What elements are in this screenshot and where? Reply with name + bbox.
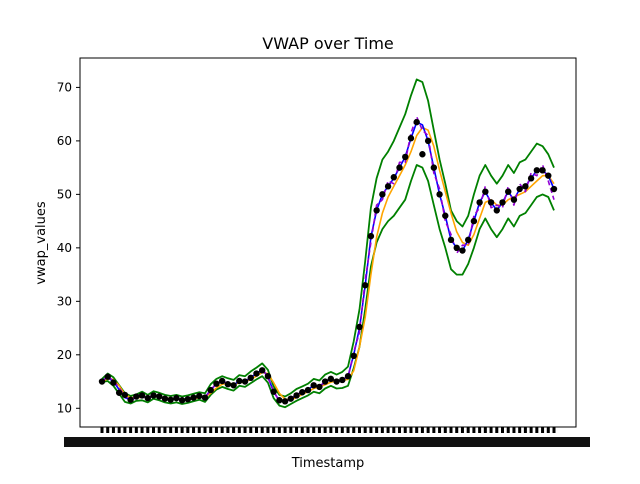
- data-point: [236, 377, 243, 385]
- data-point: [201, 394, 209, 401]
- data-point: [510, 196, 518, 203]
- data-point: [333, 378, 340, 385]
- data-point: [184, 395, 192, 403]
- data-point: [459, 247, 466, 254]
- data-point: [207, 386, 214, 394]
- data-point: [476, 199, 483, 206]
- data-point: [230, 382, 237, 389]
- data-point: [304, 386, 312, 394]
- data-point: [247, 374, 254, 381]
- data-point: [144, 394, 151, 402]
- data-point: [464, 236, 472, 244]
- x-tick-labels-overlap: [64, 437, 590, 447]
- data-point: [133, 393, 140, 400]
- y-tick-label: 50: [57, 187, 72, 201]
- data-point: [241, 378, 249, 385]
- data-point: [396, 164, 403, 171]
- y-axis-label: vwap_values: [34, 201, 49, 285]
- data-point: [310, 382, 317, 389]
- x-axis-label: Timestamp: [291, 456, 365, 471]
- data-point: [110, 379, 117, 386]
- data-point: [442, 212, 449, 219]
- data-point: [533, 167, 541, 174]
- data-point: [178, 397, 186, 404]
- data-point: [413, 118, 420, 126]
- data-point: [361, 282, 369, 289]
- plot-frame: [79, 57, 577, 428]
- data-point: [453, 244, 460, 252]
- data-point: [196, 392, 203, 400]
- data-point: [218, 377, 226, 385]
- data-point: [281, 398, 289, 405]
- data-point: [539, 167, 546, 174]
- data-point: [522, 183, 529, 190]
- data-point: [213, 380, 220, 387]
- chart-title: VWAP over Time: [262, 34, 394, 53]
- data-point: [161, 395, 169, 402]
- data-point: [156, 393, 163, 400]
- x-axis: [64, 427, 590, 447]
- data-point: [138, 392, 146, 399]
- data-point: [367, 232, 375, 240]
- data-point: [150, 392, 157, 399]
- y-tick-label: 70: [57, 80, 72, 94]
- data-point: [339, 376, 346, 384]
- data-point: [127, 396, 134, 403]
- data-point: [550, 185, 558, 193]
- y-tick-label: 30: [57, 294, 72, 308]
- y-tick-label: 60: [57, 134, 72, 148]
- y-axis: 10 20 30 40 50 60 70: [57, 80, 80, 415]
- data-point: [407, 135, 415, 142]
- y-tick-label: 40: [57, 241, 72, 255]
- data-point: [224, 381, 232, 388]
- data-point: [384, 183, 392, 190]
- data-point: [516, 185, 523, 193]
- data-point: [104, 373, 111, 380]
- data-point: [436, 191, 443, 198]
- data-point: [115, 389, 123, 396]
- y-tick-label: 10: [57, 401, 72, 415]
- data-point: [545, 172, 552, 179]
- data-point: [98, 378, 106, 385]
- marker-layer: [98, 118, 558, 405]
- data-point: [527, 175, 535, 182]
- data-point: [270, 388, 277, 395]
- data-point: [430, 164, 438, 171]
- data-point: [121, 391, 129, 399]
- data-point: [321, 378, 329, 385]
- y-tick-label: 20: [57, 348, 72, 362]
- data-point: [327, 375, 335, 383]
- data-point: [499, 199, 506, 206]
- data-point: [402, 153, 409, 161]
- data-point: [419, 151, 426, 158]
- data-point: [379, 191, 386, 198]
- data-point: [276, 397, 283, 404]
- data-point: [424, 137, 432, 145]
- data-point: [190, 394, 197, 401]
- data-point: [350, 352, 357, 360]
- data-point: [493, 207, 500, 214]
- data-point: [390, 174, 397, 181]
- data-point: [487, 199, 495, 206]
- data-point: [505, 188, 512, 195]
- plot-area: [80, 58, 576, 427]
- data-point: [356, 323, 363, 331]
- data-point: [344, 372, 352, 380]
- data-point: [287, 395, 295, 402]
- data-point: [253, 370, 260, 377]
- data-point: [482, 188, 489, 195]
- data-point: [299, 389, 306, 396]
- data-point: [293, 392, 300, 399]
- data-point: [173, 394, 180, 402]
- series-line-band-lower: [101, 164, 555, 409]
- data-point: [373, 207, 380, 214]
- data-point: [167, 396, 174, 403]
- data-point: [259, 367, 266, 374]
- data-point: [264, 372, 272, 380]
- data-point: [447, 236, 455, 244]
- data-point: [470, 217, 478, 225]
- data-point: [316, 383, 323, 391]
